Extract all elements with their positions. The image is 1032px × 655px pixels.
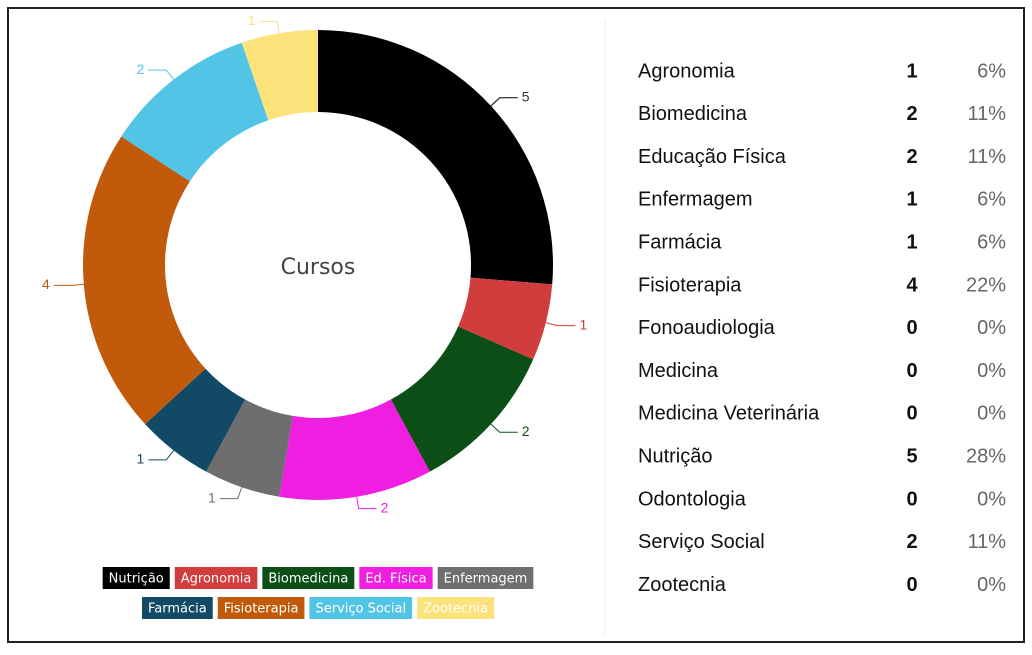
data-label: 2 xyxy=(136,61,144,77)
data-label: 1 xyxy=(248,12,256,28)
table-name: Medicina xyxy=(638,360,719,382)
data-label: 2 xyxy=(381,499,389,515)
table-percent: 0% xyxy=(977,360,1006,382)
donut-slice xyxy=(206,399,293,497)
legend-row: Farmácia Fisioterapia Serviço Social Zootec… xyxy=(141,597,495,619)
legend-chip xyxy=(417,597,495,619)
table-name: Fonoaudiologia xyxy=(638,317,776,339)
table-percent: 11% xyxy=(967,103,1006,125)
table-count: 1 xyxy=(906,60,917,82)
legend-label: Serviço Social xyxy=(315,602,406,617)
leader-line xyxy=(148,69,175,80)
table-percent: 11% xyxy=(967,531,1006,553)
table-name: Zootecnia xyxy=(638,574,727,596)
table-name: Biomedicina xyxy=(638,103,748,125)
legend-chip xyxy=(174,567,258,589)
legend-chip xyxy=(262,567,355,589)
donut-slice xyxy=(82,136,206,425)
donut-slice xyxy=(145,368,246,472)
table-percent: 6% xyxy=(977,60,1006,82)
donut-slice xyxy=(458,277,553,360)
table-name: Educação Física xyxy=(638,146,787,168)
legend-chip xyxy=(359,567,433,589)
legend-chip xyxy=(102,567,170,589)
legend-chip xyxy=(141,597,213,619)
data-label: 1 xyxy=(579,316,587,332)
legend-label: Zootecnia xyxy=(423,602,488,617)
legend-label: Enfermagem xyxy=(444,572,528,587)
legend-label: Biomedicina xyxy=(268,572,348,587)
center-label: Cursos xyxy=(281,255,356,280)
table-percent: 0% xyxy=(977,317,1006,339)
leader-line xyxy=(490,423,518,433)
legend-chip xyxy=(217,597,305,619)
legend-label: Farmácia xyxy=(148,602,207,617)
table-name: Enfermagem xyxy=(638,189,753,211)
leader-line xyxy=(53,283,84,286)
donut-slice xyxy=(390,326,534,472)
table-count: 0 xyxy=(906,317,917,339)
table-name: Nutrição xyxy=(638,445,712,467)
table-name: Fisioterapia xyxy=(638,274,742,296)
table-percent: 0% xyxy=(977,488,1006,510)
table-count: 4 xyxy=(906,274,918,296)
leader-line xyxy=(219,487,243,500)
table-percent: 0% xyxy=(977,403,1006,425)
data-label: 2 xyxy=(522,423,530,439)
table-percent: 22% xyxy=(966,274,1006,296)
table-percent: 28% xyxy=(966,445,1006,467)
table-count: 1 xyxy=(906,231,917,253)
donut-slice xyxy=(318,30,553,285)
table-count: 0 xyxy=(906,488,917,510)
table-name: Odontologia xyxy=(638,488,747,510)
donut-slice xyxy=(279,399,430,500)
leader-line xyxy=(148,450,175,461)
table-count: 0 xyxy=(906,574,917,596)
legend-chip xyxy=(437,567,534,589)
data-label: 5 xyxy=(522,88,530,104)
leader-line xyxy=(259,20,280,34)
table-percent: 6% xyxy=(977,231,1006,253)
table-count: 0 xyxy=(906,403,917,425)
table-percent: 11% xyxy=(967,146,1006,168)
data-label: 1 xyxy=(208,489,216,505)
legend-label: Nutrição xyxy=(109,572,164,587)
legend-label: Ed. Física xyxy=(365,572,426,587)
table-name: Medicina Veterinária xyxy=(638,403,820,425)
table-percent: 0% xyxy=(977,574,1006,596)
leader-line xyxy=(356,496,377,510)
table-name: Agronomia xyxy=(638,60,736,82)
table-count: 2 xyxy=(906,103,917,125)
legend-label: Fisioterapia xyxy=(224,602,299,617)
table-count: 1 xyxy=(906,189,917,211)
data-label: 4 xyxy=(42,276,50,292)
table-count: 5 xyxy=(906,445,917,467)
data-label: 1 xyxy=(136,451,144,467)
donut-slice xyxy=(121,42,269,182)
leader-line xyxy=(490,97,518,107)
table-count: 2 xyxy=(906,146,917,168)
table-count: 2 xyxy=(906,531,917,553)
table-name: Farmácia xyxy=(638,231,722,253)
legend-row: Nutrição Agronomia Biomedicina Ed. Física En… xyxy=(102,567,534,589)
table-percent: 6% xyxy=(977,189,1006,211)
donut-slice xyxy=(241,30,318,121)
table-name: Serviço Social xyxy=(638,531,765,553)
legend-label: Agronomia xyxy=(181,572,252,587)
table-count: 0 xyxy=(906,360,917,382)
legend-chip xyxy=(309,597,413,619)
leader-line xyxy=(545,322,576,327)
